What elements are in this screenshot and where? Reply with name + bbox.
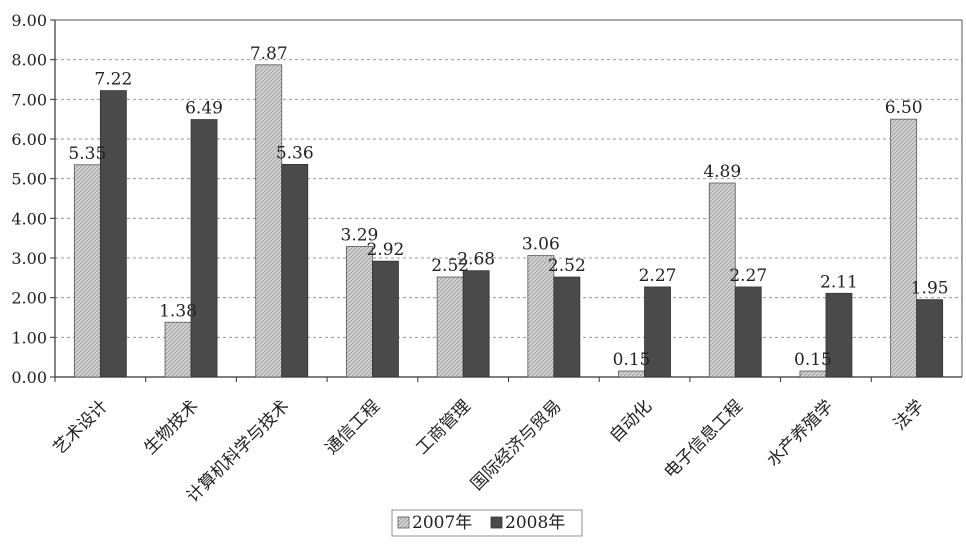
bar-series-2008 — [99, 90, 127, 378]
data-label: 2.92 — [367, 240, 405, 260]
data-label: 2.11 — [820, 272, 858, 292]
y-tick-label: 4.00 — [11, 209, 47, 228]
bar-series-2007 — [799, 370, 827, 378]
bar-series-2008 — [281, 163, 309, 378]
bar-series-2007 — [436, 276, 464, 378]
data-labels: 5.357.221.386.497.875.363.292.922.522.68… — [68, 44, 948, 370]
data-label: 7.22 — [94, 70, 132, 90]
bar-series-2008 — [916, 299, 944, 378]
y-tick-label: 1.00 — [11, 328, 47, 347]
category-label: 通信工程 — [322, 396, 384, 458]
data-label: 0.15 — [613, 350, 651, 370]
data-label: 5.35 — [68, 144, 106, 164]
bar-series-2007 — [346, 246, 373, 378]
category-label: 法学 — [890, 396, 928, 434]
bars — [73, 64, 944, 378]
y-tick-label: 2.00 — [11, 289, 47, 308]
y-tick-label: 6.00 — [11, 130, 47, 149]
category-label: 工商管理 — [412, 396, 474, 458]
data-label: 2.52 — [431, 256, 469, 276]
bar-series-2008 — [462, 270, 490, 378]
bar-series-2008 — [190, 119, 218, 378]
category-label: 国际经济与贸易 — [467, 396, 565, 494]
legend-box — [391, 509, 583, 537]
data-label: 2.27 — [729, 266, 767, 286]
bar-series-2007 — [890, 118, 918, 378]
bar-series-2008 — [734, 286, 762, 378]
data-label: 6.49 — [185, 99, 223, 119]
data-label: 1.38 — [159, 301, 197, 321]
data-label: 6.50 — [885, 98, 923, 118]
bar-series-2008 — [644, 286, 671, 378]
category-label: 水产养殖学 — [763, 396, 837, 470]
bar-series-2007 — [255, 64, 283, 378]
legend: 2007年 2008年 — [391, 509, 583, 537]
data-label: 1.95 — [911, 279, 949, 299]
y-tick-label: 5.00 — [11, 170, 47, 189]
legend-swatch-2007 — [397, 516, 410, 529]
y-tick-label: 9.00 — [11, 11, 47, 30]
legend-label-2007: 2007年 — [412, 513, 472, 533]
category-label: 生物技术 — [140, 396, 202, 458]
y-tick-label: 7.00 — [11, 90, 47, 109]
category-label: 艺术设计 — [50, 396, 112, 458]
category-label: 电子信息工程 — [661, 396, 747, 482]
axes: 0.00 1.00 2.00 3.00 4.00 5.00 6.00 7.00 8.00 9.00 — [11, 11, 963, 387]
bar-series-2007 — [708, 182, 736, 378]
legend-swatch-2008 — [490, 516, 503, 529]
bar-series-2008 — [372, 260, 399, 378]
y-tick-label: 8.00 — [11, 51, 47, 70]
data-label: 2.52 — [548, 256, 586, 276]
bar-series-2008 — [553, 276, 581, 378]
data-label: 3.06 — [522, 235, 560, 255]
data-label: 7.87 — [250, 44, 288, 64]
y-tick-label: 0.00 — [11, 368, 47, 387]
data-label: 2.68 — [457, 250, 495, 270]
y-tick-label: 3.00 — [11, 249, 47, 268]
data-label: 3.29 — [341, 225, 379, 245]
category-label: 自动化 — [606, 396, 656, 446]
bar-series-2007 — [164, 321, 192, 378]
data-label: 5.36 — [276, 143, 314, 163]
bar-series-2008 — [825, 292, 853, 378]
bar-series-2007 — [527, 255, 555, 378]
legend-label-2008: 2008年 — [505, 513, 565, 533]
data-label: 0.15 — [794, 350, 832, 370]
data-label: 2.27 — [639, 266, 677, 286]
data-label: 4.89 — [703, 162, 741, 182]
bar-series-2007 — [73, 164, 101, 378]
bar-series-2007 — [618, 370, 645, 378]
